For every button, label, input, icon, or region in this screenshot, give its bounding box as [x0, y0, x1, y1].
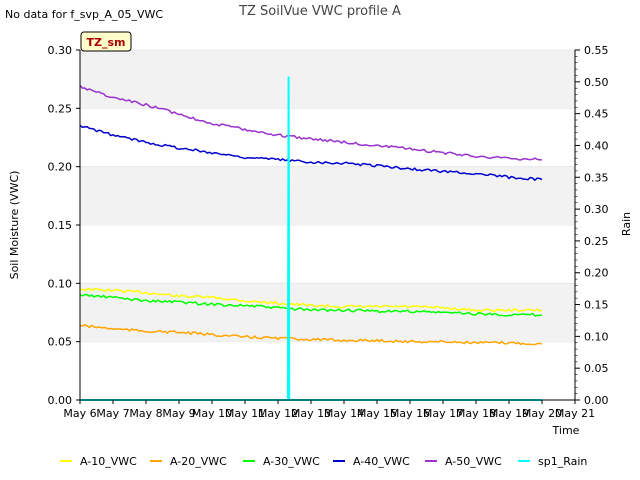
plot-band: [80, 50, 575, 109]
series-line-a-40-vwc: [79, 124, 543, 181]
legend-item-a-10-vwc: A-10_VWC: [60, 455, 137, 468]
y2-tick-label: 0.40: [584, 139, 609, 152]
series-line-a-30-vwc: [79, 293, 543, 317]
y2-tick-label: 0.25: [584, 235, 609, 248]
legend-item-a-20-vwc: A-20_VWC: [150, 455, 227, 468]
y-tick-label: 0.00: [48, 394, 73, 407]
x-tick-label: May 20: [522, 407, 562, 420]
y-tick-label: 0.15: [48, 219, 73, 232]
corner-note: No data for f_svp_A_05_VWC: [5, 8, 163, 21]
y2-tick-label: 0.10: [584, 330, 609, 343]
chart-title: TZ SoilVue VWC profile A: [238, 4, 401, 19]
axes: 0.00 0.05 0.10 0.15 0.20 0.25 0.30 0.00 0.05 0.10…: [48, 44, 609, 420]
series-layer: [79, 76, 543, 401]
x-tick-label: May 21: [555, 407, 595, 420]
legend-label: sp1_Rain: [538, 455, 587, 468]
x-tick-label: May 13: [291, 407, 331, 420]
y-axis-label: Soil Moisture (VWC): [8, 171, 21, 280]
y2-axis-label: Rain: [620, 212, 633, 236]
y2-tick-label: 0.55: [584, 44, 609, 57]
legend-label: A-20_VWC: [170, 455, 227, 468]
x-tick-label: May 9: [162, 407, 195, 420]
series-line-a-50-vwc: [79, 84, 543, 161]
y2-tick-label: 0.15: [584, 299, 609, 312]
y-tick-label: 0.25: [48, 102, 73, 115]
legend-label: A-50_VWC: [445, 455, 502, 468]
x-tick-label: May 11: [225, 407, 265, 420]
x-tick-label: May 18: [456, 407, 496, 420]
legend-label: A-40_VWC: [353, 455, 410, 468]
x-tick-label: May 8: [129, 407, 162, 420]
x-tick-label: May 14: [324, 407, 364, 420]
legend-label: A-30_VWC: [263, 455, 320, 468]
y-tick-label: 0.20: [48, 161, 73, 174]
legend-item-sp1-rain: sp1_Rain: [518, 455, 587, 468]
y2-tick-label: 0.35: [584, 171, 609, 184]
site-badge-label: TZ_sm: [87, 36, 126, 49]
legend-item-a-50-vwc: A-50_VWC: [425, 455, 502, 468]
x-tick-label: May 17: [423, 407, 463, 420]
y2-tick-label: 0.30: [584, 203, 609, 216]
legend: A-10_VWC A-20_VWC A-30_VWC A-40_VWC A-50_VWC…: [60, 455, 587, 468]
site-badge-box: [80, 31, 132, 52]
x-tick-label: May 12: [258, 407, 298, 420]
y2-tick-label: 0.05: [584, 362, 609, 375]
y2-tick-label: 0.50: [584, 76, 609, 89]
x-axis-label: Time: [552, 424, 580, 437]
series-line-a-10-vwc: [79, 287, 543, 313]
plot-bands: [80, 49, 575, 400]
y-tick-label: 0.10: [48, 277, 73, 290]
plot-band: [80, 166, 575, 225]
x-tick-label: May 7: [96, 407, 129, 420]
y2-tick-label: 0.00: [584, 394, 609, 407]
x-tick-label: May 19: [489, 407, 529, 420]
legend-item-a-40-vwc: A-40_VWC: [333, 455, 410, 468]
series-line-a-20-vwc: [79, 323, 543, 346]
y2-tick-label: 0.45: [584, 108, 609, 121]
x-tick-label: May 6: [63, 407, 96, 420]
site-badge: TZ_sm: [80, 31, 132, 52]
y-tick-label: 0.30: [48, 44, 73, 57]
x-tick-label: May 16: [390, 407, 430, 420]
x-tick-label: May 15: [357, 407, 397, 420]
legend-label: A-10_VWC: [80, 455, 137, 468]
x-tick-label: May 10: [192, 407, 232, 420]
y2-tick-label: 0.20: [584, 267, 609, 280]
plot-band: [80, 283, 575, 342]
y-tick-label: 0.05: [48, 336, 73, 349]
legend-item-a-30-vwc: A-30_VWC: [243, 455, 320, 468]
